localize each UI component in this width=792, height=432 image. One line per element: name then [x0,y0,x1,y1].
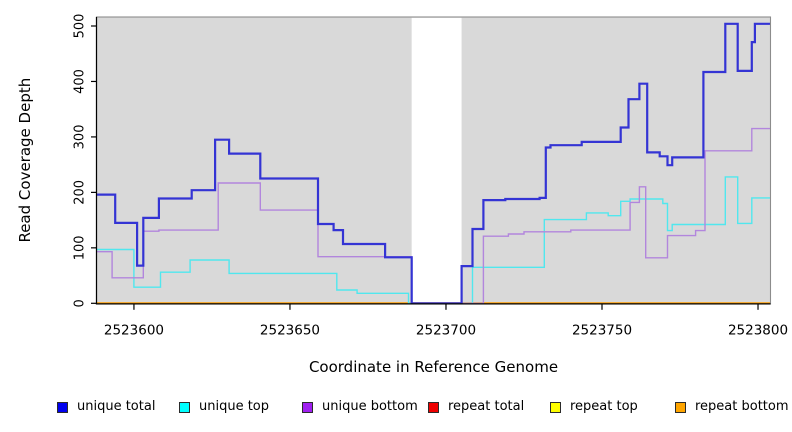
legend-item-repeat-total: repeat total [428,399,524,415]
legend-item-repeat-top: repeat top [550,399,638,415]
legend-label-unique-top: unique top [199,399,270,414]
series-unique-top [96,176,771,304]
x-tick-label: 2523750 [572,322,632,338]
x-tick-label: 2523700 [416,322,476,338]
y-tick-label: 200 [73,180,88,205]
legend-item-unique-total: unique total [57,399,155,415]
legend-label-repeat-top: repeat top [570,399,638,414]
legend-item-repeat-bottom: repeat bottom [675,399,789,415]
y-tick-label: 400 [73,69,88,94]
y-tick-label: 0 [73,299,88,307]
chart-legend: unique total unique top unique bottom re… [0,399,792,417]
x-axis: 2523600 2523650 2523700 2523750 2523800 [95,303,788,338]
legend-item-unique-top: unique top [179,399,269,415]
series-unique-total [96,22,771,305]
legend-label-unique-bottom: unique bottom [322,399,418,414]
legend-swatch-unique-total [57,401,68,413]
legend-swatch-repeat-bottom [675,401,686,413]
x-axis-label: Coordinate in Reference Genome [309,358,558,376]
y-axis: 0 100 200 300 400 500 [73,14,98,307]
legend-swatch-repeat-top [550,401,561,413]
series-unique-bottom [96,127,771,304]
y-tick-label: 100 [73,235,88,260]
legend-swatch-repeat-total [428,401,439,413]
coverage-chart: 2523600 2523650 2523700 2523750 2523800 0 100 2… [16,14,788,376]
x-tick-label: 2523600 [104,322,164,338]
x-tick-label: 2523650 [260,322,320,338]
y-axis-label: Read Coverage Depth [16,78,34,243]
legend-swatch-unique-bottom [302,401,313,413]
legend-label-unique-total: unique total [77,399,156,414]
y-tick-label: 300 [73,125,88,150]
y-tick-label: 500 [73,14,88,39]
legend-label-repeat-bottom: repeat bottom [695,399,789,414]
no-data-gap [411,17,462,304]
x-tick-label: 2523800 [728,322,788,338]
legend-label-repeat-total: repeat total [448,399,525,414]
legend-item-unique-bottom: unique bottom [302,399,418,415]
legend-swatch-unique-top [179,401,190,413]
